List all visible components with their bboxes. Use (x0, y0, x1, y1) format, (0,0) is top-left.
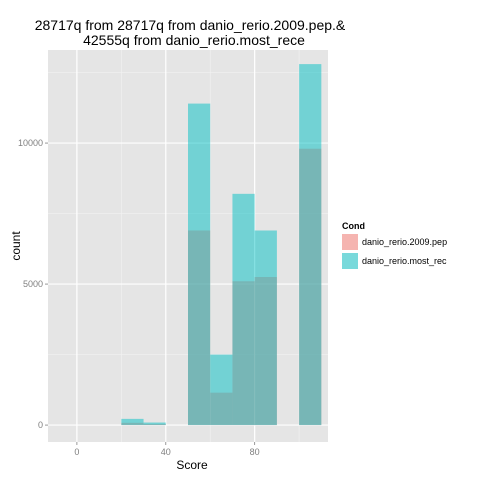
x-tick-label: 40 (161, 447, 171, 457)
histogram-bar (121, 418, 144, 426)
histogram-bar (143, 422, 166, 426)
histogram-bar (232, 193, 255, 426)
legend-label: danio_rerio.2009.pep (362, 237, 447, 247)
histogram-bars (121, 64, 322, 426)
y-axis-ticks: 0 5000 10000 (18, 138, 48, 430)
x-tick-label: 80 (250, 447, 260, 457)
y-axis-label: count (9, 231, 23, 261)
y-tick-label: 10000 (18, 138, 43, 148)
histogram-bar (254, 230, 277, 426)
legend-swatch (342, 234, 358, 250)
x-axis-label: Score (176, 458, 208, 472)
chart-title-line-2: 42555q from danio_rerio.most_rece (83, 32, 305, 48)
histogram-bar (210, 354, 233, 426)
y-tick-label: 5000 (23, 279, 43, 289)
x-tick-label: 0 (74, 447, 79, 457)
x-axis-ticks: 0 40 80 (74, 442, 260, 457)
legend-title: Cond (342, 221, 365, 231)
chart-title-line-1: 28717q from 28717q from danio_rerio.2009… (35, 17, 346, 33)
legend-label: danio_rerio.most_rec (362, 256, 447, 266)
legend-swatch (342, 253, 358, 269)
legend: Cond danio_rerio.2009.pep danio_rerio.mos… (342, 221, 447, 269)
histogram-bar (299, 64, 322, 426)
y-tick-label: 0 (38, 420, 43, 430)
histogram-bar (188, 103, 211, 426)
